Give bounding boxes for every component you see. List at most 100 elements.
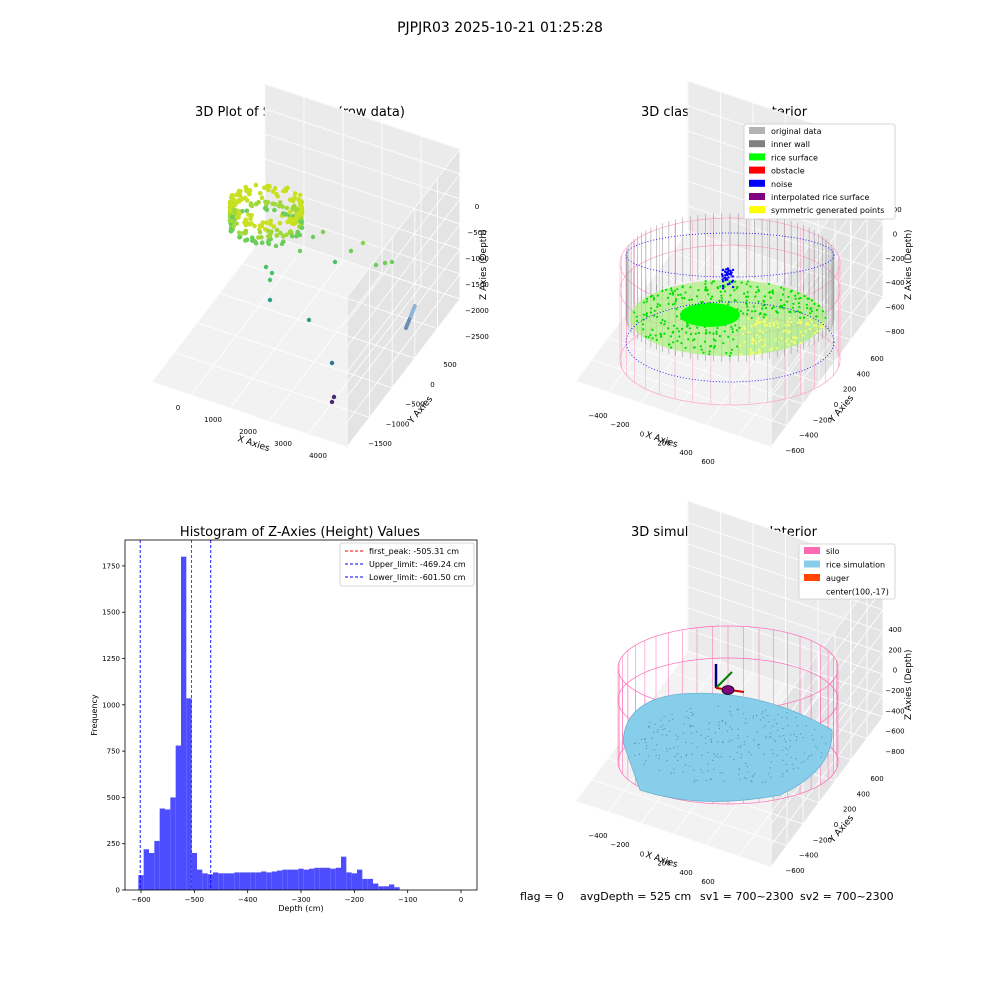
histogram-bar: [319, 867, 325, 890]
raw-point: [247, 188, 253, 193]
classify-surface-point: [787, 324, 790, 327]
classify-surface-point: [652, 314, 656, 317]
simulation-rice-point: [743, 743, 745, 745]
raw-y-tick: 500: [443, 361, 456, 369]
simulation-rice-point: [745, 762, 747, 765]
simulation-rice-point: [738, 773, 740, 776]
simulation-rice-point: [786, 712, 788, 714]
simulation-rice-point: [691, 714, 693, 716]
raw-point: [270, 189, 276, 194]
simulation-legend-label: center(100,-17): [826, 588, 889, 597]
simulation-rice-point: [666, 747, 668, 750]
raw-point: [266, 187, 271, 193]
classify-legend-swatch: [749, 206, 765, 214]
simulation-rice-point: [690, 725, 692, 727]
classify-surface-point: [689, 286, 692, 289]
classify-surface-point: [783, 303, 786, 306]
raw-z-tick: −2500: [465, 333, 489, 341]
classify-surface-point: [775, 347, 779, 350]
simulation-rice-point: [684, 764, 687, 766]
simulation-rice-point: [662, 728, 664, 731]
simulation-rice-point: [789, 739, 792, 742]
classify-surface-point: [689, 333, 693, 336]
classify-surface-point: [780, 286, 783, 289]
simulation-rice-point: [663, 715, 665, 717]
simulation-rice-point: [649, 721, 651, 723]
simulation-rice-point: [812, 738, 814, 741]
classify-surface-point: [757, 300, 760, 303]
raw-point: [279, 241, 285, 247]
simulation-rice-point: [690, 732, 692, 734]
simulation-rice-point: [673, 768, 675, 770]
raw-x-tick: 1000: [204, 416, 222, 424]
classify-surface-point: [824, 316, 827, 319]
raw-point: [266, 241, 272, 247]
histogram-bar: [330, 868, 336, 890]
simulation-rice-point: [634, 742, 637, 744]
classify-surface-point: [685, 331, 688, 334]
classify-noise-point: [728, 282, 731, 285]
classify-surface-point: [681, 285, 684, 288]
classify-surface-point: [720, 299, 723, 302]
classify-surface-point: [754, 310, 757, 313]
classify-noise-point: [731, 268, 735, 272]
classify-legend-label: inner wall: [771, 140, 810, 149]
simulation-rice-point: [736, 709, 738, 711]
classify-surface-point: [797, 292, 800, 295]
simulation-rice-point: [742, 713, 744, 715]
simulation-rice-point: [740, 744, 742, 747]
classify-surface-point: [673, 289, 676, 292]
simulation-rice-point: [701, 754, 703, 757]
histogram-bar: [159, 808, 165, 890]
raw-point: [230, 214, 235, 220]
classify-surface-point: [746, 280, 749, 283]
simulation-rice-point: [750, 754, 752, 756]
classify-surface-point: [787, 343, 790, 346]
classify-surface-point: [729, 352, 733, 355]
raw-point: [276, 203, 282, 209]
grid-line: [687, 629, 884, 846]
classify-surface-point: [794, 310, 797, 313]
simulation-y-tick: −400: [799, 852, 818, 860]
simulation-rice-point: [717, 740, 719, 743]
histogram-y-tick-label: 1000: [102, 701, 120, 709]
classify-surface-point: [656, 305, 659, 308]
classify-noise-point: [721, 284, 725, 288]
classify-z-tick: −200: [885, 255, 904, 263]
simulation-rice-point: [789, 746, 791, 748]
raw-point: [273, 243, 279, 249]
classify-surface-point: [713, 345, 717, 348]
classify-surface-point: [806, 297, 809, 300]
simulation-rice-point: [787, 749, 789, 751]
raw-point: [257, 223, 263, 228]
simulation-rice-point: [743, 722, 745, 725]
simulation-rice-point: [641, 739, 643, 741]
histogram-y-tick-label: 1500: [102, 609, 120, 617]
classify-surface-point: [763, 324, 766, 327]
classify-surface-point: [716, 286, 719, 289]
classify-surface-point: [667, 343, 671, 346]
classify-surface-point: [671, 291, 675, 294]
raw-point: [244, 208, 250, 214]
simulation-rice-point: [774, 740, 777, 743]
raw-point: [267, 184, 272, 189]
raw-point: [257, 229, 263, 235]
classify-surface-point: [651, 328, 654, 331]
classify-surface-point: [706, 288, 709, 291]
histogram-y-tick-label: 500: [107, 794, 120, 802]
grid-line: [575, 230, 689, 382]
raw-point: [253, 201, 259, 207]
simulation-rice-point: [820, 756, 822, 758]
simulation-rice-point: [700, 769, 702, 771]
simulation-x-tick: −400: [588, 832, 607, 840]
histogram-bar: [362, 878, 368, 890]
simulation-rice-point: [763, 753, 765, 755]
classify-surface-point: [666, 296, 670, 299]
classify-noise-ring: [625, 301, 835, 383]
simulation-rice-point: [781, 716, 783, 719]
classify-surface-point: [749, 353, 752, 356]
classify-surface-point: [762, 304, 765, 307]
classify-surface-point: [672, 324, 676, 327]
classify-surface-point: [723, 330, 726, 333]
classify-surface-point: [761, 331, 764, 334]
